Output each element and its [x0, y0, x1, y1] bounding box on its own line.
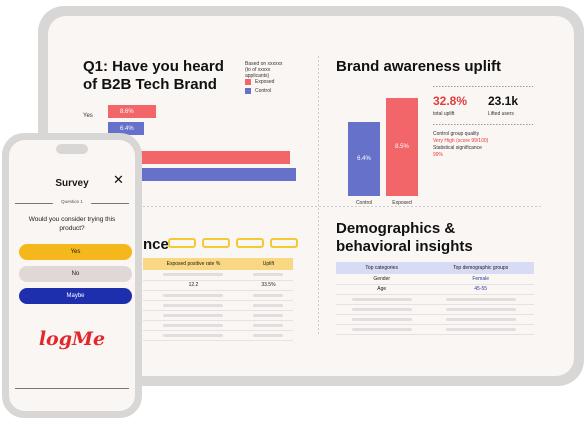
- table-row: [143, 320, 293, 331]
- demo-row2-cat: Age: [336, 284, 428, 295]
- pill-1: [168, 238, 196, 248]
- perf-row-exposed: 12.2: [143, 280, 244, 291]
- logme-logo: logMe: [38, 328, 106, 350]
- awareness-control-value: 6.4%: [357, 156, 371, 163]
- question-label: Question 1: [53, 199, 91, 204]
- pill-4: [270, 238, 298, 248]
- demographics-table: Top categories Top demographic groups Ge…: [336, 262, 534, 335]
- performance-header-row: Exposed positive rate % Uplift: [143, 258, 293, 270]
- exposed-axis-label: Exposed: [392, 200, 412, 206]
- legend-control: Control: [245, 88, 274, 94]
- awareness-title: Brand awareness uplift: [336, 58, 502, 75]
- stats-mid-line: [433, 124, 533, 125]
- quality-label: Control group quality: [433, 131, 480, 137]
- bottom-rule: [15, 388, 129, 389]
- table-row: 12.2 33.5%: [143, 280, 293, 291]
- pill-2: [202, 238, 230, 248]
- table-row: [143, 300, 293, 311]
- demo-col-categories: Top categories: [365, 265, 398, 271]
- awareness-exposed-value: 8.5%: [395, 144, 409, 151]
- q1-exposed-bar-2: [128, 151, 290, 164]
- category-yes-label: Yes: [83, 113, 93, 119]
- significance-label: Statistical significance: [433, 145, 482, 151]
- vertical-divider: [318, 56, 319, 336]
- performance-title: nce: [143, 236, 169, 253]
- legend-exposed-label: Exposed: [255, 79, 275, 85]
- chart-legend: Exposed Control: [245, 79, 274, 97]
- phone-frame: Survey ✕ Question 1 Would you consider t…: [2, 133, 142, 418]
- maybe-button[interactable]: Maybe: [19, 288, 132, 304]
- q1-exposed-bar: 8.6%: [108, 105, 156, 118]
- table-row: Age 45-55: [336, 284, 534, 295]
- q1-title-line2: of B2B Tech Brand: [83, 76, 217, 93]
- q1-control-bar-2: [128, 168, 296, 181]
- table-row: [143, 270, 293, 281]
- q1-title: Q1: Have you heard of B2B Tech Brand: [83, 58, 224, 94]
- table-row: [336, 314, 534, 325]
- yellow-pill-row: [168, 238, 304, 248]
- close-icon[interactable]: ✕: [113, 173, 124, 188]
- q1-control-bar: 6.4%: [108, 122, 144, 135]
- control-swatch: [245, 88, 251, 94]
- horizontal-divider: [83, 206, 543, 207]
- demo-row1-cat: Gender: [336, 274, 428, 285]
- exposed-swatch: [245, 79, 251, 85]
- dashboard-screen: Q1: Have you heard of B2B Tech Brand Bas…: [48, 16, 574, 376]
- demographics-title-line1: Demographics &: [336, 220, 456, 237]
- lifted-label: Lifted users: [488, 111, 514, 117]
- table-row: [143, 290, 293, 301]
- awareness-exposed-bar: 8.5%: [386, 98, 418, 196]
- q1-title-line1: Q1: Have you heard: [83, 58, 224, 75]
- significance-value: 99%: [433, 152, 444, 158]
- legend-control-label: Control: [255, 88, 272, 94]
- survey-title: Survey: [55, 178, 89, 189]
- q1-exposed-value: 8.6%: [120, 108, 134, 115]
- demographics-title: Demographics & behavioral insights: [336, 220, 473, 256]
- survey-screen: Survey ✕ Question 1 Would you consider t…: [9, 140, 135, 411]
- table-row: [336, 294, 534, 305]
- perf-row-uplift: 33.5%: [243, 280, 293, 291]
- control-axis-label: Control: [355, 200, 373, 206]
- stats-top-line: [433, 86, 533, 87]
- table-row: Gender Female: [336, 274, 534, 285]
- no-button[interactable]: No: [19, 266, 132, 282]
- demographics-header-row: Top categories Top demographic groups: [336, 262, 534, 274]
- quality-block: Control group quality Very High (score 9…: [433, 131, 488, 159]
- demo-row2-group: 45-55: [427, 284, 534, 295]
- demo-row1-group: Female: [427, 274, 534, 285]
- uplift-label: total uplift: [433, 111, 455, 117]
- q1-control-value: 6.4%: [120, 125, 134, 132]
- pill-3: [236, 238, 264, 248]
- phone-notch: [56, 144, 88, 154]
- table-row: [143, 310, 293, 321]
- question-text: Would you consider trying this product?: [28, 216, 116, 232]
- perf-col-exposed: Exposed positive rate %: [166, 261, 221, 267]
- table-row: [336, 324, 534, 335]
- quality-value: Very High (score 99/100): [433, 138, 489, 144]
- legend-exposed: Exposed: [245, 79, 274, 85]
- demo-col-groups: Top demographic groups: [453, 265, 509, 271]
- lifted-value: 23.1k: [488, 94, 519, 108]
- table-row: [143, 330, 293, 341]
- uplift-value: 32.8%: [433, 94, 468, 108]
- performance-table: Exposed positive rate % Uplift 12.2 33.5…: [143, 258, 293, 341]
- table-row: [336, 304, 534, 315]
- awareness-chart: 6.4% 8.5%: [348, 76, 438, 196]
- demographics-title-line2: behavioral insights: [336, 238, 473, 255]
- awareness-control-bar: 6.4%: [348, 122, 380, 196]
- perf-col-uplift: Uplift: [262, 261, 275, 267]
- legend-note: Based on xxxxxx (to of xxxxx applicants): [245, 61, 283, 79]
- tablet-frame: Q1: Have you heard of B2B Tech Brand Bas…: [38, 6, 584, 386]
- yes-button[interactable]: Yes: [19, 244, 132, 260]
